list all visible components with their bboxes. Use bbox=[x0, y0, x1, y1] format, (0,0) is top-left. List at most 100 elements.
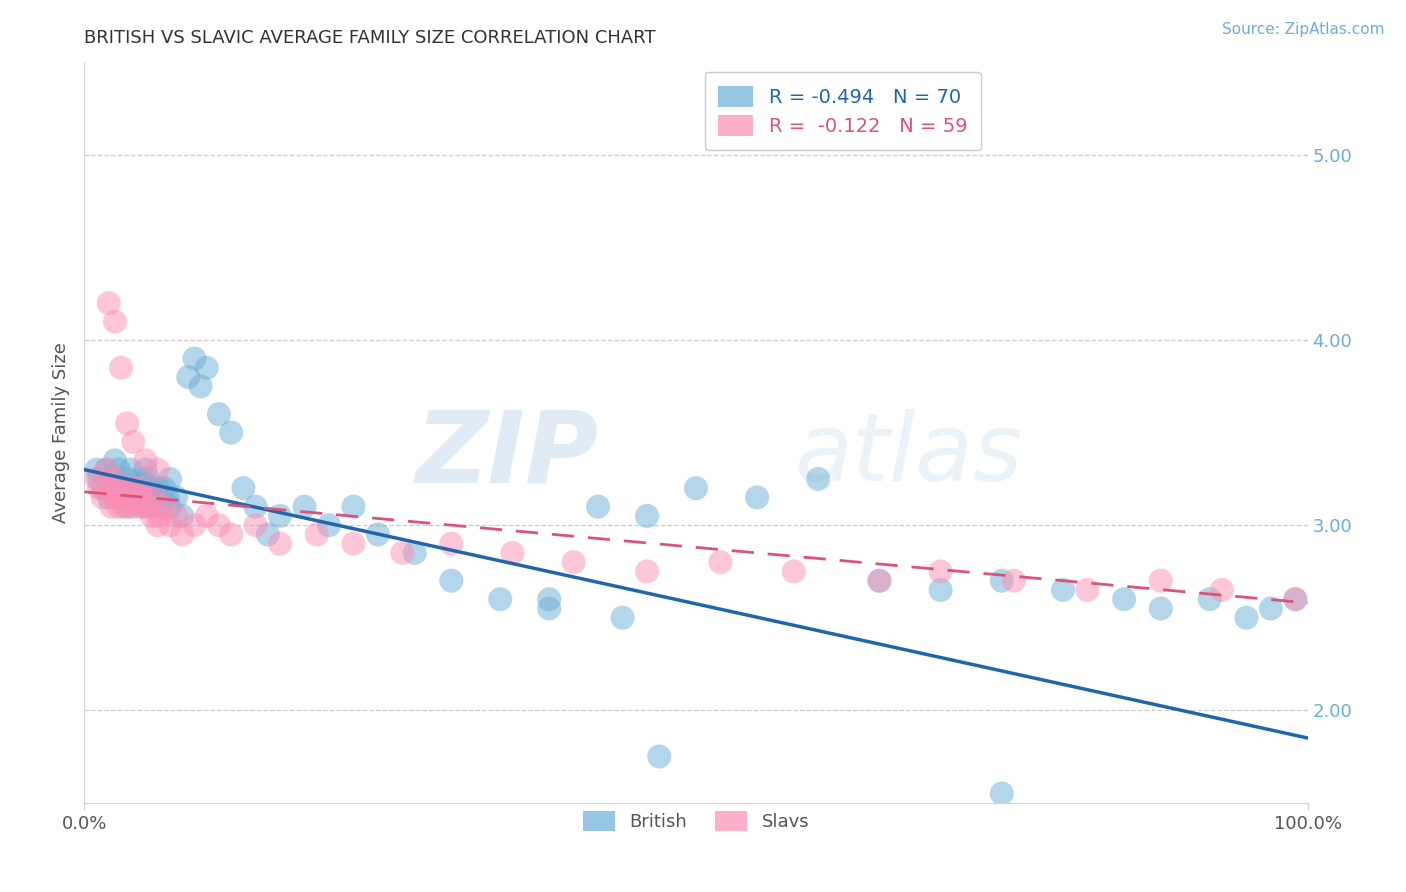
Point bbox=[127, 491, 149, 505]
Point bbox=[183, 351, 205, 366]
Point bbox=[86, 472, 108, 486]
Point bbox=[1284, 592, 1306, 607]
Point bbox=[869, 574, 891, 588]
Point bbox=[257, 527, 280, 541]
Point bbox=[685, 481, 707, 495]
Point bbox=[269, 536, 291, 550]
Point bbox=[538, 601, 561, 615]
Point bbox=[87, 472, 110, 486]
Point bbox=[136, 472, 159, 486]
Point bbox=[636, 565, 658, 579]
Point bbox=[136, 500, 159, 514]
Point bbox=[107, 462, 129, 476]
Point bbox=[146, 518, 169, 533]
Point bbox=[132, 500, 155, 514]
Point bbox=[367, 527, 389, 541]
Point bbox=[135, 491, 157, 505]
Point bbox=[141, 481, 163, 495]
Point bbox=[97, 491, 120, 505]
Point bbox=[318, 518, 340, 533]
Point bbox=[1052, 582, 1074, 597]
Text: BRITISH VS SLAVIC AVERAGE FAMILY SIZE CORRELATION CHART: BRITISH VS SLAVIC AVERAGE FAMILY SIZE CO… bbox=[84, 29, 657, 47]
Point bbox=[110, 491, 132, 505]
Point bbox=[929, 582, 952, 597]
Point bbox=[562, 555, 585, 569]
Point bbox=[100, 472, 122, 486]
Point bbox=[1114, 592, 1136, 607]
Point bbox=[648, 749, 671, 764]
Point bbox=[107, 500, 129, 514]
Point bbox=[115, 472, 138, 486]
Point bbox=[86, 462, 108, 476]
Point bbox=[117, 491, 139, 505]
Point bbox=[219, 425, 242, 440]
Point bbox=[1211, 582, 1233, 597]
Point bbox=[143, 491, 166, 505]
Point bbox=[342, 536, 364, 550]
Point bbox=[1150, 601, 1173, 615]
Point bbox=[115, 481, 138, 495]
Point bbox=[129, 472, 152, 486]
Point bbox=[91, 481, 114, 495]
Point bbox=[404, 546, 426, 560]
Point bbox=[132, 500, 155, 514]
Point bbox=[104, 481, 127, 495]
Legend: British, Slavs: British, Slavs bbox=[575, 804, 817, 838]
Point bbox=[294, 500, 316, 514]
Point bbox=[612, 610, 634, 624]
Point bbox=[122, 481, 145, 495]
Point bbox=[105, 481, 128, 495]
Point bbox=[96, 462, 118, 476]
Point bbox=[783, 565, 806, 579]
Point bbox=[125, 500, 148, 514]
Point bbox=[129, 481, 152, 495]
Point bbox=[869, 574, 891, 588]
Point bbox=[110, 481, 132, 495]
Y-axis label: Average Family Size: Average Family Size bbox=[52, 343, 70, 523]
Point bbox=[125, 491, 148, 505]
Text: Source: ZipAtlas.com: Source: ZipAtlas.com bbox=[1222, 22, 1385, 37]
Point bbox=[1236, 610, 1258, 624]
Point bbox=[172, 527, 194, 541]
Point bbox=[747, 491, 769, 505]
Point bbox=[135, 462, 157, 476]
Point bbox=[87, 481, 110, 495]
Point bbox=[103, 472, 125, 486]
Point bbox=[104, 315, 127, 329]
Point bbox=[391, 546, 413, 560]
Point bbox=[183, 518, 205, 533]
Point bbox=[991, 787, 1014, 801]
Point bbox=[135, 491, 157, 505]
Point bbox=[120, 500, 142, 514]
Point bbox=[208, 407, 231, 421]
Point bbox=[120, 462, 142, 476]
Point bbox=[440, 574, 463, 588]
Point bbox=[165, 508, 187, 523]
Point bbox=[104, 491, 127, 505]
Point bbox=[195, 508, 218, 523]
Point bbox=[1002, 574, 1025, 588]
Point bbox=[91, 491, 114, 505]
Point bbox=[159, 500, 181, 514]
Point bbox=[502, 546, 524, 560]
Point bbox=[991, 574, 1014, 588]
Point bbox=[1284, 592, 1306, 607]
Point bbox=[929, 565, 952, 579]
Point bbox=[586, 500, 609, 514]
Point bbox=[177, 370, 200, 384]
Point bbox=[1150, 574, 1173, 588]
Point bbox=[245, 500, 267, 514]
Point bbox=[153, 481, 176, 495]
Point bbox=[96, 462, 118, 476]
Point bbox=[232, 481, 254, 495]
Point bbox=[135, 453, 157, 467]
Point bbox=[709, 555, 731, 569]
Point bbox=[245, 518, 267, 533]
Point bbox=[104, 453, 127, 467]
Point bbox=[305, 527, 328, 541]
Point bbox=[100, 500, 122, 514]
Text: atlas: atlas bbox=[794, 409, 1022, 500]
Text: ZIP: ZIP bbox=[415, 407, 598, 503]
Point bbox=[807, 472, 830, 486]
Point bbox=[146, 481, 169, 495]
